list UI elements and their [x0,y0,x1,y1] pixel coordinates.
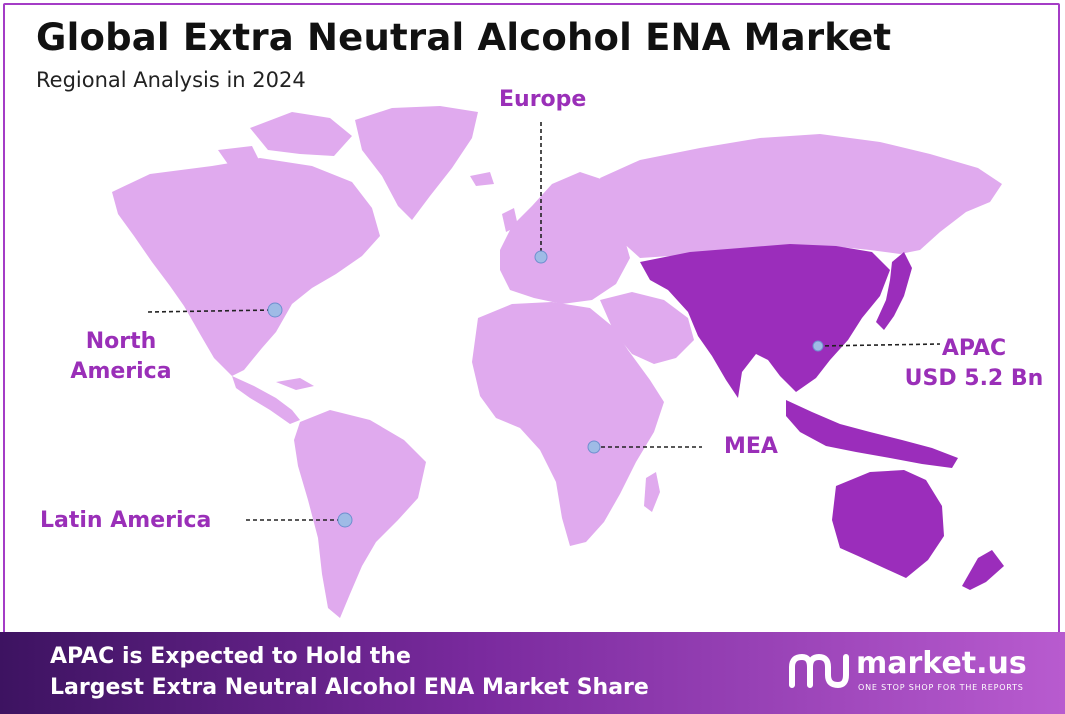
apac-label: APAC USD 5.2 Bn [904,334,1044,394]
north-america-label: North America [62,327,180,387]
europe-label: Europe [499,87,587,112]
land-apac-australia [832,470,944,578]
map-title: Global Extra Neutral Alcohol ENA Market [36,16,892,59]
world-map [112,106,1004,618]
land-africa [472,302,664,546]
mea-marker [587,440,601,454]
land-apac-new-zealand [962,550,1004,590]
land-north-asia [600,134,1002,258]
north-america-marker [267,302,283,318]
land-greenland [355,106,478,220]
land-madagascar [644,472,660,512]
apac-marker [812,340,824,352]
land-north-america [112,158,380,376]
north-america-label-line2: America [70,359,172,384]
land-apac-japan [876,252,912,330]
footer-line-2: Largest Extra Neutral Alcohol ENA Market… [50,675,649,700]
footer-line-1: APAC is Expected to Hold the [50,644,411,669]
land-middle-east [600,292,694,364]
land-arctic-islands [218,112,352,170]
north-america-leader-line [147,309,275,313]
land-central-america [232,376,300,424]
land-apac-asia [640,244,890,398]
brand-tagline: ONE STOP SHOP FOR THE REPORTS [858,683,1024,692]
market-us-logo-icon [789,653,849,689]
apac-label-value: USD 5.2 Bn [904,366,1044,391]
north-america-label-line1: North [85,329,157,354]
footer-banner [0,632,1065,714]
latin-america-label: Latin America [40,508,212,533]
land-uk [470,172,518,232]
europe-marker [534,250,548,264]
map-subtitle: Regional Analysis in 2024 [36,68,306,92]
land-europe [500,172,630,304]
mea-label: MEA [724,434,778,459]
apac-label-name: APAC [941,336,1007,361]
latin-america-marker [337,512,353,528]
land-south-america [294,410,426,618]
land-caribbean [276,378,314,390]
land-apac-southeast-asia [786,400,958,468]
apac-leader-line [817,343,941,347]
brand-name: market.us [856,646,1027,681]
